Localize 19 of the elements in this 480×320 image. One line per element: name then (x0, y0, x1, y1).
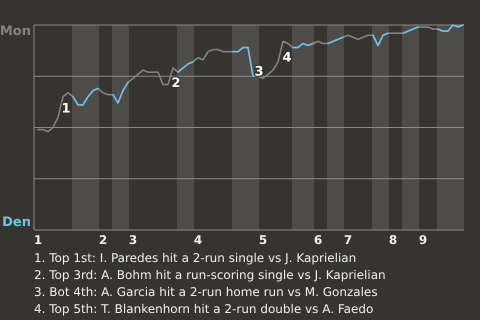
x-tick-label: 7 (344, 233, 352, 247)
text: Mon (0, 24, 31, 39)
x-tick-label: 5 (258, 233, 268, 247)
text: 3. Bot 4th: A. Garcia hit a 2-run home run vs M. Gonzales (34, 285, 378, 299)
x-tick-label: 8 (388, 233, 398, 247)
annotation: 3 (254, 64, 264, 80)
x-tick-label: 9 (418, 233, 428, 247)
x-tick-label: 1 (34, 233, 42, 247)
x-tick-label: 4 (194, 233, 202, 247)
annotation: 4 (282, 50, 292, 66)
annotation: 1 (61, 102, 71, 117)
text: Den (2, 215, 31, 230)
text: 4. Top 5th: T. Blankenhorn hit a 2-run double vs A. Faedo (34, 302, 374, 316)
x-tick-label: 6 (314, 233, 322, 247)
x-tick-label: 2 (98, 233, 108, 247)
text: 2. Top 3rd: A. Bohm hit a run-scoring single vs J. Kaprielian (34, 268, 386, 282)
x-tick-label: 3 (128, 233, 138, 247)
text: 1. Top 1st: I. Paredes hit a 2-run single vs J. Kaprielian (34, 251, 356, 265)
annotation: 2 (171, 76, 181, 92)
